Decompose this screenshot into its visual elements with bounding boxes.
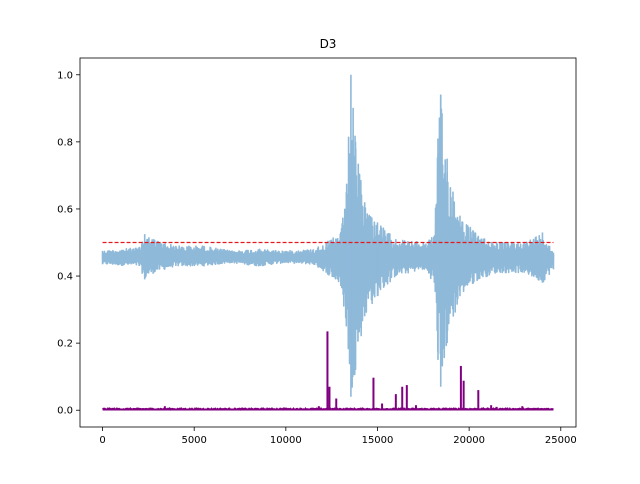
y-tick-label-5: 1.0 <box>57 70 73 81</box>
y-tick-label-4: 0.8 <box>57 137 73 148</box>
y-tick-label-3: 0.6 <box>57 204 73 215</box>
y-tick-label-2: 0.4 <box>57 272 73 283</box>
x-tick-label-3: 15000 <box>362 435 394 446</box>
x-tick-label-4: 20000 <box>453 435 485 446</box>
axes-frame <box>79 57 577 428</box>
x-tick-label-2: 10000 <box>270 435 302 446</box>
x-tick-label-5: 25000 <box>545 435 577 446</box>
series-0 <box>101 74 555 397</box>
x-tick-label-1: 5000 <box>181 435 206 446</box>
chart-title: D3 <box>320 37 337 51</box>
series-1 <box>102 331 554 411</box>
axes: 0 5000 10000 15000 20000 25000 0.0 0.2 0.4 0.6 0.8… <box>57 57 577 446</box>
x-tick-label-0: 0 <box>99 435 105 446</box>
plot-area <box>101 74 555 411</box>
y-tick-label-1: 0.2 <box>57 339 73 350</box>
y-tick-label-0: 0.0 <box>57 406 73 417</box>
